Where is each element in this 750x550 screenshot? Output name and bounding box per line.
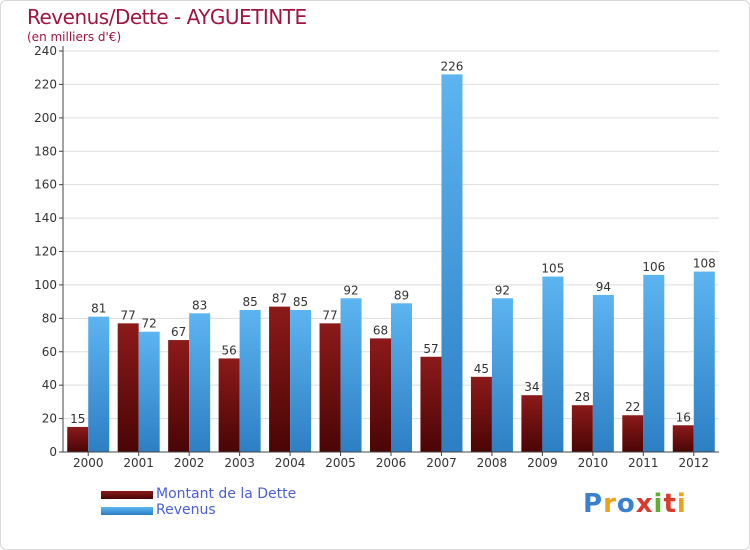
x-tick-label: 2000 bbox=[73, 456, 104, 470]
bar-debt bbox=[622, 415, 644, 452]
bar-revenue bbox=[290, 309, 312, 452]
data-label-revenue: 72 bbox=[142, 317, 157, 331]
x-tick-label: 2004 bbox=[275, 456, 306, 470]
brand-logo: Proxiti bbox=[583, 489, 687, 519]
data-label-revenue: 85 bbox=[242, 295, 257, 309]
data-label-debt: 57 bbox=[423, 342, 438, 356]
y-tick-label: 60 bbox=[42, 345, 57, 359]
bar-revenue bbox=[491, 298, 513, 452]
y-tick-label: 240 bbox=[34, 44, 57, 58]
x-tick-label: 2005 bbox=[325, 456, 356, 470]
bars bbox=[67, 74, 715, 453]
x-tick-label: 2003 bbox=[224, 456, 255, 470]
bar-debt bbox=[117, 323, 139, 452]
y-tick-label: 80 bbox=[42, 311, 57, 325]
bar-debt bbox=[370, 338, 391, 452]
bar-revenue bbox=[441, 74, 463, 453]
data-label-debt: 45 bbox=[474, 362, 489, 376]
data-label-debt: 56 bbox=[221, 343, 236, 357]
x-tick-label: 2001 bbox=[123, 456, 154, 470]
axes bbox=[59, 46, 719, 456]
data-label-revenue: 85 bbox=[293, 295, 308, 309]
data-label-revenue: 92 bbox=[495, 283, 510, 297]
y-tick-label: 220 bbox=[34, 77, 57, 91]
legend-label-revenue: Revenus bbox=[156, 502, 216, 518]
brand-letter: x bbox=[635, 489, 654, 519]
y-tick-label: 100 bbox=[34, 278, 57, 292]
bar-revenue bbox=[391, 303, 412, 452]
bar-debt bbox=[521, 395, 543, 452]
bar-debt bbox=[571, 405, 593, 452]
legend-swatch-debt bbox=[101, 491, 153, 499]
brand-letter: r bbox=[603, 489, 617, 519]
y-tick-label: 120 bbox=[34, 245, 57, 259]
data-label-revenue: 94 bbox=[596, 280, 611, 294]
brand-letter: P bbox=[583, 489, 604, 519]
data-label-revenue: 106 bbox=[642, 260, 665, 274]
bar-revenue bbox=[592, 294, 614, 452]
x-tick-label: 2007 bbox=[426, 456, 457, 470]
bar-revenue bbox=[693, 271, 715, 452]
data-label-revenue: 226 bbox=[441, 59, 464, 73]
data-label-debt: 77 bbox=[322, 308, 337, 322]
brand-letter: i bbox=[676, 489, 687, 519]
bar-revenue bbox=[542, 276, 564, 452]
brand-letter: o bbox=[616, 489, 636, 519]
data-label-debt: 67 bbox=[171, 325, 186, 339]
data-label-revenue: 83 bbox=[192, 298, 207, 312]
bar-debt bbox=[672, 425, 694, 452]
y-tick-label: 160 bbox=[34, 178, 57, 192]
data-label-debt: 22 bbox=[625, 400, 640, 414]
chart-title: Revenus/Dette - AYGUETINTE bbox=[27, 5, 307, 29]
bar-debt bbox=[470, 376, 492, 452]
x-tick-label: 2008 bbox=[477, 456, 508, 470]
y-tick-label: 140 bbox=[34, 211, 57, 225]
bar-debt bbox=[168, 340, 190, 452]
x-tick-label: 2011 bbox=[628, 456, 659, 470]
bar-revenue bbox=[189, 313, 211, 452]
chart-subtitle: (en milliers d'€) bbox=[27, 30, 122, 44]
data-label-revenue: 89 bbox=[394, 288, 409, 302]
data-label-debt: 77 bbox=[121, 308, 136, 322]
x-tick-label: 2010 bbox=[578, 456, 609, 470]
legend-label-debt: Montant de la Dette bbox=[156, 486, 297, 502]
data-label-debt: 28 bbox=[575, 390, 590, 404]
data-label-debt: 16 bbox=[676, 410, 691, 424]
y-tick-label: 20 bbox=[42, 412, 57, 426]
data-label-revenue: 81 bbox=[91, 302, 106, 316]
data-label-debt: 15 bbox=[70, 412, 85, 426]
data-label-debt: 87 bbox=[272, 292, 287, 306]
bar-revenue bbox=[340, 298, 362, 452]
brand-letter: t bbox=[663, 489, 677, 519]
bar-debt bbox=[319, 323, 341, 452]
data-label-revenue: 92 bbox=[343, 283, 358, 297]
data-label-revenue: 108 bbox=[693, 257, 716, 271]
y-tick-label: 180 bbox=[34, 144, 57, 158]
x-tick-label: 2002 bbox=[174, 456, 205, 470]
y-tick-label: 200 bbox=[34, 111, 57, 125]
x-tick-label: 2012 bbox=[678, 456, 709, 470]
y-tick-label: 40 bbox=[42, 378, 57, 392]
bar-revenue bbox=[138, 331, 160, 452]
labels: 0 20 40 60 80 100 120 140 160 180 200 220 240 15 81 200… bbox=[34, 44, 716, 470]
brand-letter: i bbox=[653, 489, 664, 519]
bar-debt bbox=[67, 426, 89, 452]
data-label-revenue: 105 bbox=[541, 262, 564, 276]
bar-revenue bbox=[88, 316, 110, 452]
x-tick-label: 2009 bbox=[527, 456, 558, 470]
data-label-debt: 68 bbox=[373, 323, 388, 337]
bar-revenue bbox=[643, 274, 665, 452]
bar-debt bbox=[218, 358, 240, 452]
bar-revenue bbox=[239, 309, 261, 452]
y-tick-label: 0 bbox=[49, 445, 57, 459]
bar-debt bbox=[420, 356, 442, 452]
x-tick-label: 2006 bbox=[376, 456, 407, 470]
bar-debt bbox=[269, 306, 291, 452]
data-label-debt: 34 bbox=[524, 380, 539, 394]
legend-swatch-revenue bbox=[101, 507, 153, 515]
